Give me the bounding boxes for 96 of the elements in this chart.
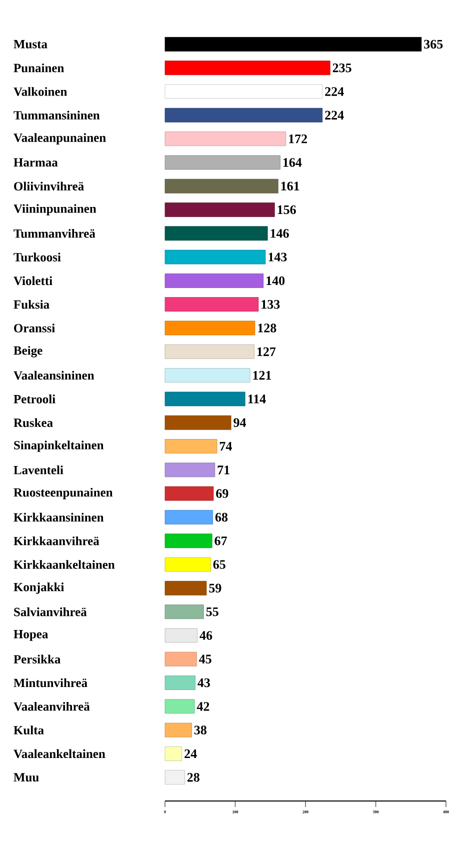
bar: [164, 178, 278, 194]
data-label: 68: [215, 512, 228, 522]
y-tick-label: Ruosteenpunainen: [14, 488, 113, 500]
y-tick-label: Punainen: [14, 63, 64, 72]
y-tick-label: Violetti: [14, 276, 52, 286]
y-tick-label: Tummanvihreä: [14, 228, 96, 238]
data-label: 172: [289, 134, 307, 144]
bar: [164, 439, 218, 454]
data-label: 69: [216, 489, 228, 498]
bar: [164, 746, 182, 761]
y-tick-label: Turkoosi: [14, 252, 61, 262]
y-tick-label: Oranssi: [14, 324, 55, 332]
data-label: 365: [424, 40, 443, 49]
bar: [164, 510, 213, 524]
bar: [164, 628, 198, 643]
bar: [164, 580, 207, 596]
y-tick-label: Fuksia: [14, 300, 50, 309]
bar: [164, 652, 197, 666]
y-tick-label: Muu: [14, 773, 39, 782]
y-tick-label: Tummansininen: [14, 110, 100, 120]
bar: [164, 155, 280, 170]
bar: [164, 320, 256, 336]
data-label: 156: [278, 205, 296, 214]
data-label: 28: [187, 772, 200, 782]
bar: [164, 770, 185, 785]
bar: [164, 37, 422, 52]
y-tick-label: Musta: [14, 40, 48, 48]
bar: [164, 557, 211, 572]
data-label: 224: [325, 110, 344, 120]
data-label: 164: [283, 158, 302, 167]
data-label: 146: [270, 229, 289, 238]
data-label: 65: [213, 560, 226, 569]
bar: [164, 226, 268, 241]
bar: [164, 60, 330, 76]
data-label: 46: [200, 631, 212, 640]
bar: [164, 392, 246, 406]
data-label: 38: [194, 726, 206, 734]
y-tick-label: Salvianvihreä: [14, 607, 87, 616]
y-tick-label: Kirkkaankeltainen: [14, 560, 115, 569]
bar: [164, 250, 266, 264]
bar: [164, 368, 250, 383]
bar: [164, 462, 216, 478]
data-label: 161: [281, 182, 300, 190]
data-label: 55: [206, 607, 218, 616]
bar: [164, 415, 232, 430]
y-tick-label: Oliivinvihreä: [14, 182, 84, 191]
y-tick-label: Kirkkaansininen: [14, 512, 104, 522]
bar: [164, 722, 192, 738]
data-label: 74: [220, 442, 232, 451]
bar: [164, 344, 254, 359]
data-label: 42: [196, 702, 210, 711]
bar: [164, 604, 204, 620]
y-tick-label: Harmaa: [14, 158, 58, 167]
data-label: 143: [268, 252, 287, 262]
y-tick-label: Vaaleanpunainen: [14, 133, 106, 144]
y-tick-label: Persikka: [14, 654, 60, 664]
y-tick-label: Vaaleankeltainen: [14, 749, 106, 758]
bar: [164, 108, 323, 122]
data-label: 224: [325, 87, 344, 96]
y-tick-label: Kulta: [14, 726, 44, 734]
y-tick-label: Konjakki: [14, 582, 64, 594]
data-label: 128: [258, 324, 276, 332]
y-tick-label: Mintunvihreä: [14, 678, 88, 688]
y-tick-label: Laventeli: [14, 466, 64, 474]
data-label: 133: [262, 300, 280, 309]
bar: [164, 699, 195, 714]
data-label: 114: [248, 394, 266, 404]
y-tick-label: Vaaleansininen: [14, 370, 94, 380]
data-label: 43: [198, 678, 210, 688]
y-tick-label: Petrooli: [14, 394, 56, 404]
y-tick-label: Sinapinkeltainen: [14, 440, 104, 452]
data-label: 94: [234, 418, 246, 427]
data-label: 140: [266, 276, 285, 286]
data-label: 127: [257, 347, 276, 356]
data-label: 235: [332, 63, 352, 72]
data-label: 24: [184, 749, 197, 758]
data-label: 67: [214, 536, 227, 546]
data-label: 59: [209, 584, 222, 593]
bar: [164, 274, 264, 288]
bar: [164, 84, 323, 99]
y-tick-label: Ruskea: [14, 418, 53, 428]
data-label: 121: [253, 371, 272, 380]
y-tick-label: Hopea: [14, 630, 48, 641]
data-label: 45: [198, 654, 212, 664]
bar: [164, 297, 259, 312]
bar: [164, 676, 196, 690]
bar: [164, 132, 286, 146]
bar: [164, 534, 212, 548]
y-tick-label: Vaaleanvihreä: [14, 702, 90, 711]
y-tick-label: Viininpunainen: [14, 204, 96, 216]
y-tick-label: Valkoinen: [14, 87, 68, 96]
bar: [164, 486, 214, 501]
data-label: 71: [218, 466, 230, 474]
bar: [164, 202, 275, 217]
y-tick-label: Kirkkaanvihreä: [14, 536, 100, 546]
y-tick-label: Beige: [14, 346, 42, 358]
